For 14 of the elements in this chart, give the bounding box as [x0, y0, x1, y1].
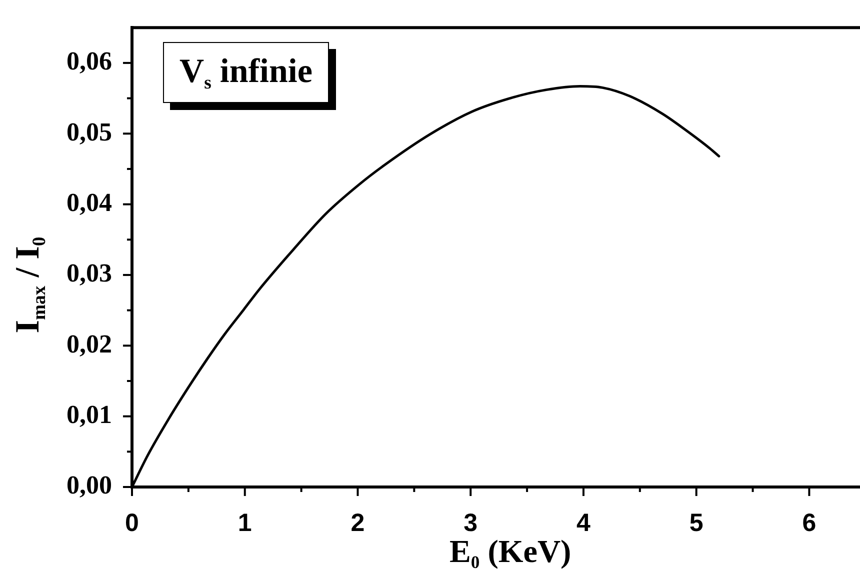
- annotation: V$_{s}$ infinie: [180, 53, 312, 94]
- x-tick-label: 6: [802, 508, 816, 537]
- y-tick-label: 0,03: [66, 258, 112, 288]
- y-tick-label: 0,06: [66, 46, 112, 76]
- y-tick-label: 0,01: [66, 400, 112, 430]
- x-tick-label: 1: [238, 508, 252, 537]
- x-tick-label: 5: [689, 508, 704, 537]
- x-tick-label: 2: [350, 508, 365, 537]
- y-tick-label: 0,02: [66, 329, 112, 358]
- y-tick-label: 0,04: [66, 188, 112, 218]
- x-tick-label: 4: [576, 508, 591, 537]
- y-tick-label: 0,05: [66, 117, 112, 146]
- y-tick-label: 0,00: [66, 470, 112, 500]
- x-tick-label: 0: [125, 508, 139, 537]
